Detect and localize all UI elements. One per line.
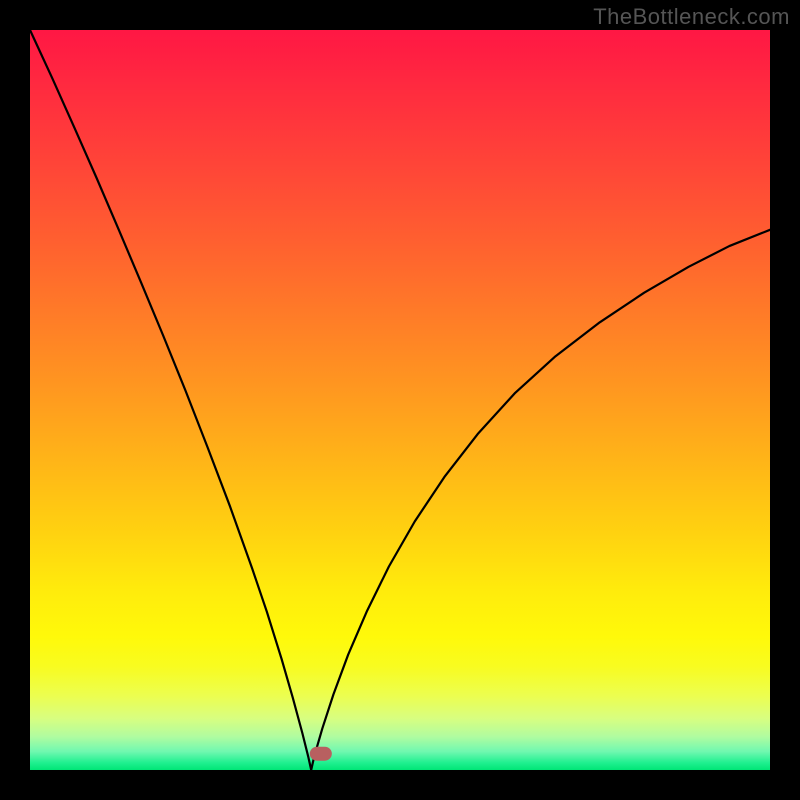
gradient-background — [30, 30, 770, 770]
chart-container: TheBottleneck.com — [0, 0, 800, 800]
watermark-text: TheBottleneck.com — [593, 4, 790, 30]
optimal-point-marker — [310, 747, 332, 761]
bottleneck-chart — [0, 0, 800, 800]
